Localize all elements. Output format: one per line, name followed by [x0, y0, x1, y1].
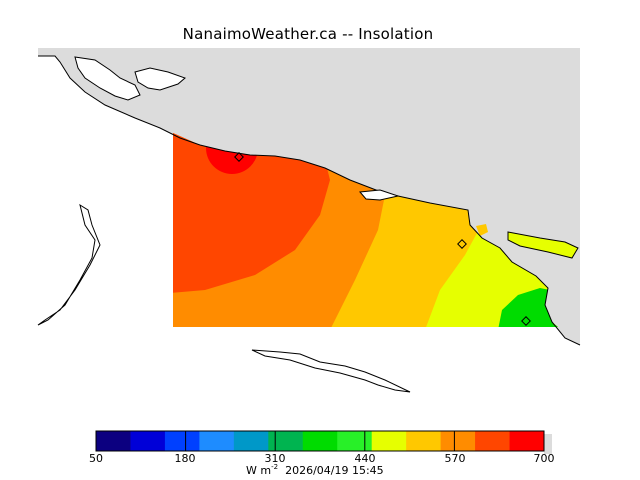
island-orange	[476, 224, 488, 236]
colorbar-swatch	[475, 431, 511, 451]
mainland-land	[38, 48, 580, 345]
texada-outline	[507, 231, 579, 259]
colorbar-swatch	[371, 431, 407, 451]
colorbar-shadow	[544, 434, 552, 454]
colorbar-swatch	[302, 431, 338, 451]
inlet-bay	[358, 189, 400, 201]
colorbar-swatch	[406, 431, 442, 451]
station-marker	[234, 152, 244, 162]
north-island-1	[74, 56, 141, 101]
colorbar-tick-label: 570	[444, 452, 466, 465]
units-base: W m	[246, 464, 272, 477]
station-markers	[234, 152, 531, 326]
north-island-2	[134, 67, 186, 91]
colorbar-swatch	[96, 431, 131, 451]
colorbar-swatch	[199, 431, 235, 451]
colorbar-border	[95, 430, 545, 452]
units-and-timestamp: W m-2 2026/04/19 15:45	[246, 463, 384, 477]
station-marker	[521, 316, 531, 326]
island-yellow	[508, 232, 578, 258]
colorbar-swatch	[440, 431, 476, 451]
colorbar-tick-label: 50	[89, 452, 103, 465]
colorbar-swatch	[337, 431, 373, 451]
colorbar-tick-label: 700	[533, 452, 555, 465]
colorbar-swatch	[509, 431, 545, 451]
south-island	[251, 349, 411, 393]
colorbar-swatch	[233, 431, 269, 451]
station-marker	[457, 239, 467, 249]
west-island	[37, 203, 101, 326]
colorbar-swatch	[164, 431, 200, 451]
colorbar	[95, 430, 552, 454]
colorbar-tick-label: 440	[354, 452, 376, 465]
units-exponent: -2	[271, 463, 279, 471]
colorbar-swatch	[130, 431, 166, 451]
map-title: NanaimoWeather.ca -- Insolation	[182, 25, 434, 43]
colorbar-tick-label: 310	[264, 452, 286, 465]
mainland-coastline	[38, 55, 581, 346]
timestamp: 2026/04/19 15:45	[285, 464, 384, 477]
colorbar-tick-label: 180	[174, 452, 196, 465]
colorbar-swatch	[268, 431, 304, 451]
